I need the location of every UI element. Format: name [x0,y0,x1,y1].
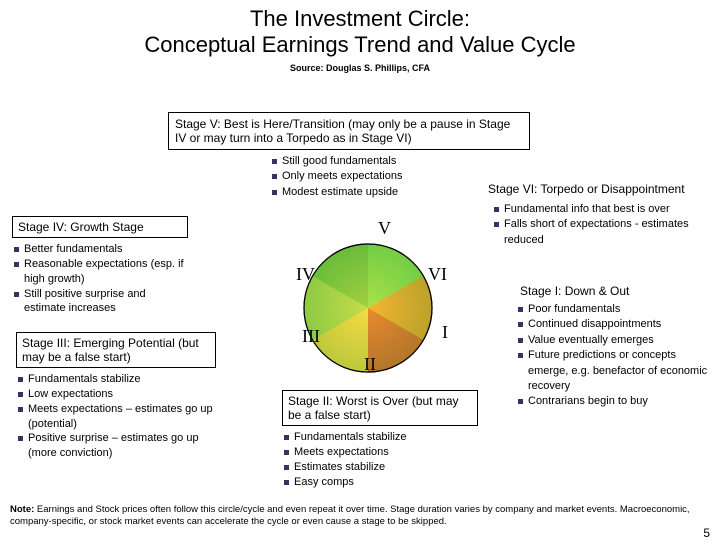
stage3-title: Stage III: Emerging Potential (but may b… [16,332,216,368]
title-line-1: The Investment Circle: [250,6,470,31]
page-title: The Investment Circle: Conceptual Earnin… [0,6,720,59]
stage2-title: Stage II: Worst is Over (but may be a fa… [282,390,478,426]
stage4-box: Stage IV: Growth Stage Better fundamenta… [12,216,188,316]
stage2-box: Stage II: Worst is Over (but may be a fa… [282,390,478,489]
stage2-b2: Meets expectations [282,445,478,460]
title-line-2: Conceptual Earnings Trend and Value Cycl… [144,32,575,57]
stage5-title: Stage V: Best is Here/Transition (may on… [175,117,523,145]
stage1-b1: Poor fundamentals [516,302,714,317]
stage3-b3: Meets expectations – estimates go up (po… [16,402,216,432]
stage6-title: Stage VI: Torpedo or Disappointment [488,182,712,196]
stage5-box: Stage V: Best is Here/Transition (may on… [168,112,530,150]
stage3-b2: Low expectations [16,387,216,402]
source-line: Source: Douglas S. Phillips, CFA [0,63,720,73]
stage3-bullets: Fundamentals stabilize Low expectations … [16,372,216,461]
stage4-b1: Better fundamentals [12,242,188,257]
stage3-b4: Positive surprise – estimates go up (mor… [16,431,216,461]
stage3-b1: Fundamentals stabilize [16,372,216,387]
page-number: 5 [703,526,710,540]
stage2-b1: Fundamentals stabilize [282,430,478,445]
stage5-bullets: Still good fundamentals Only meets expec… [270,154,402,200]
footer-note: Note: Earnings and Stock prices often fo… [10,504,706,528]
label-vi: VI [428,264,447,285]
stage4-bullets: Better fundamentals Reasonable expectati… [12,242,188,316]
stage5-b3: Modest estimate upside [270,185,402,200]
stage2-b3: Estimates stabilize [282,460,478,475]
stage1-b3: Value eventually emerges [516,333,714,348]
stage2-b4: Easy comps [282,475,478,490]
stage4-b3: Still positive surprise and estimate inc… [12,287,188,317]
label-iii: III [302,326,320,347]
stage6-bullets: Fundamental info that best is over Falls… [492,202,710,248]
stage1-title: Stage I: Down & Out [520,284,629,298]
stage1-bullets: Poor fundamentals Continued disappointme… [516,302,714,410]
label-v: V [378,218,391,239]
label-iv: IV [296,264,315,285]
note-text: Earnings and Stock prices often follow t… [10,504,690,527]
stage1-b4: Future predictions or concepts emerge, e… [516,348,714,394]
label-ii: II [364,354,376,375]
stage4-title: Stage IV: Growth Stage [12,216,188,238]
stage6-b1: Fundamental info that best is over [492,202,710,217]
stage5-b1: Still good fundamentals [270,154,402,169]
stage2-bullets: Fundamentals stabilize Meets expectation… [282,430,478,489]
stage6-b2: Falls short of expectations - estimates … [492,217,710,248]
stage1-b2: Continued disappointments [516,317,714,332]
note-label: Note: [10,504,34,515]
stage1-b5: Contrarians begin to buy [516,394,714,409]
stage4-b2: Reasonable expectations (esp. if high gr… [12,257,188,287]
stage5-b2: Only meets expectations [270,169,402,184]
stage3-box: Stage III: Emerging Potential (but may b… [16,332,216,461]
label-i: I [442,322,448,343]
